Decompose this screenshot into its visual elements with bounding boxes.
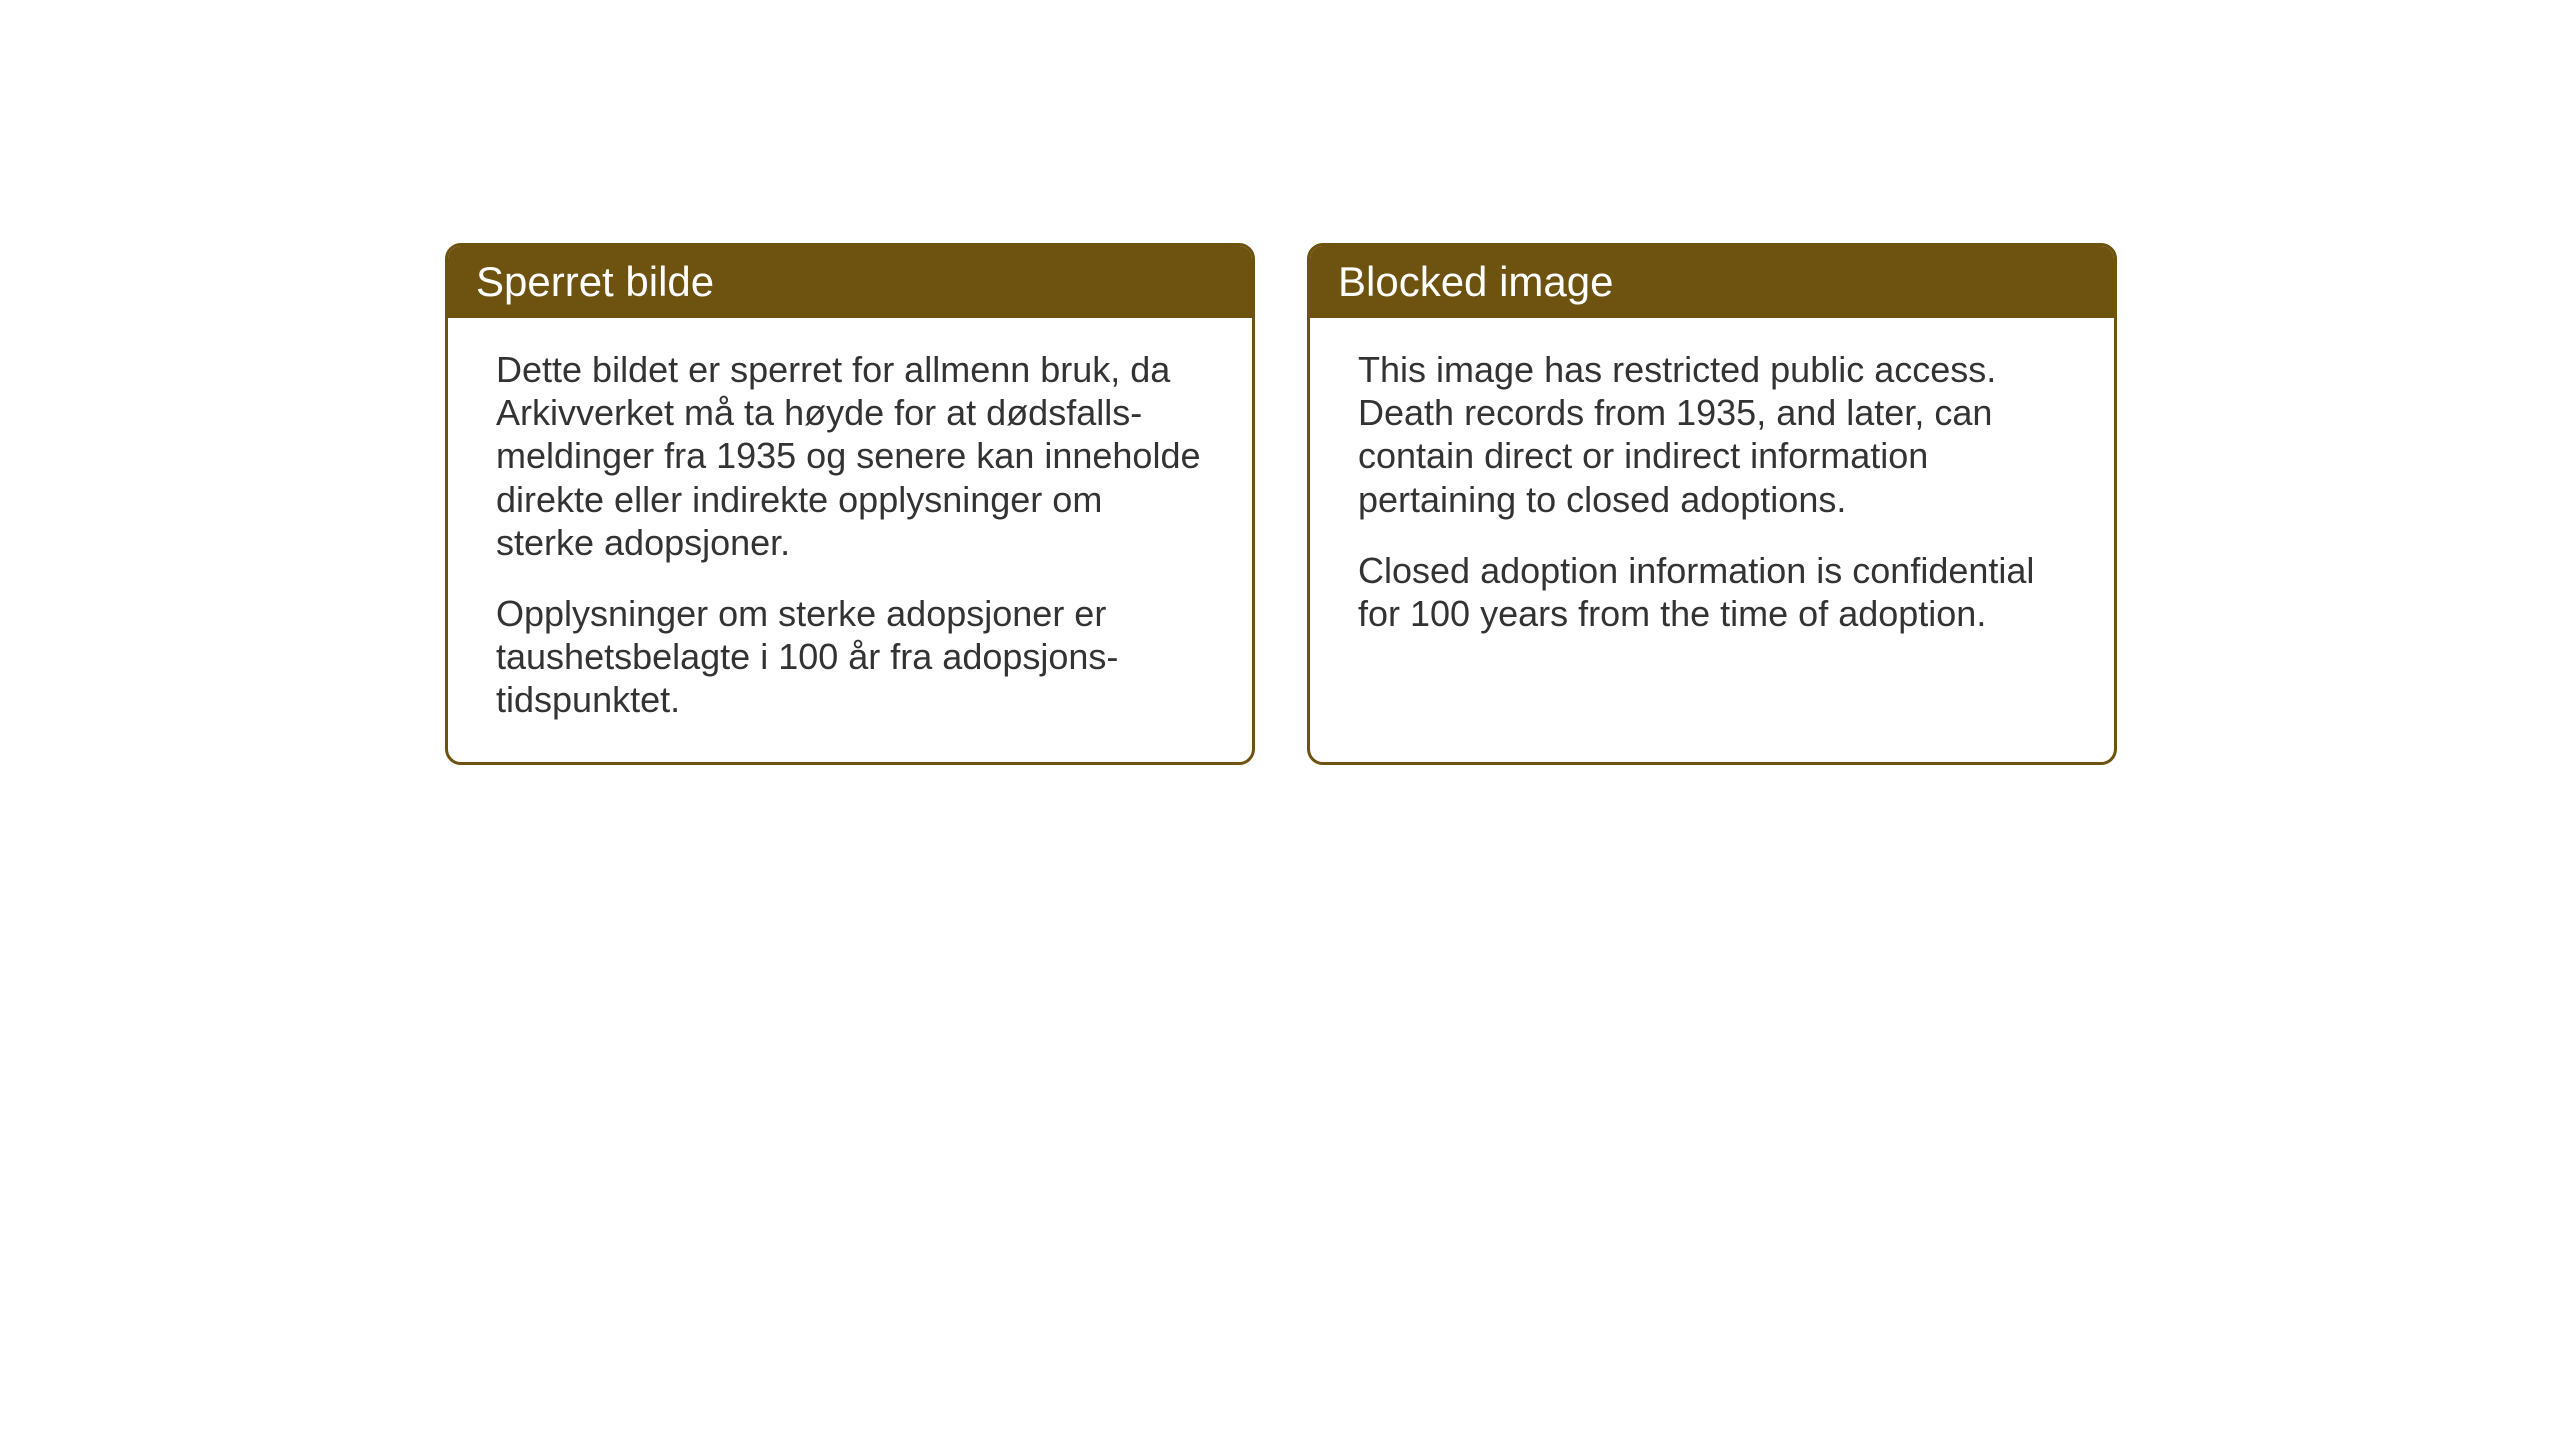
paragraph-norwegian-2: Opplysninger om sterke adopsjoner er tau… [496,592,1204,722]
card-body-english: This image has restricted public access.… [1310,318,2114,706]
card-body-norwegian: Dette bildet er sperret for allmenn bruk… [448,318,1252,762]
paragraph-norwegian-1: Dette bildet er sperret for allmenn bruk… [496,348,1204,564]
card-header-english: Blocked image [1310,246,2114,318]
cards-container: Sperret bilde Dette bildet er sperret fo… [445,243,2117,765]
card-norwegian: Sperret bilde Dette bildet er sperret fo… [445,243,1255,765]
card-header-norwegian: Sperret bilde [448,246,1252,318]
paragraph-english-2: Closed adoption information is confident… [1358,549,2066,635]
card-english: Blocked image This image has restricted … [1307,243,2117,765]
paragraph-english-1: This image has restricted public access.… [1358,348,2066,521]
